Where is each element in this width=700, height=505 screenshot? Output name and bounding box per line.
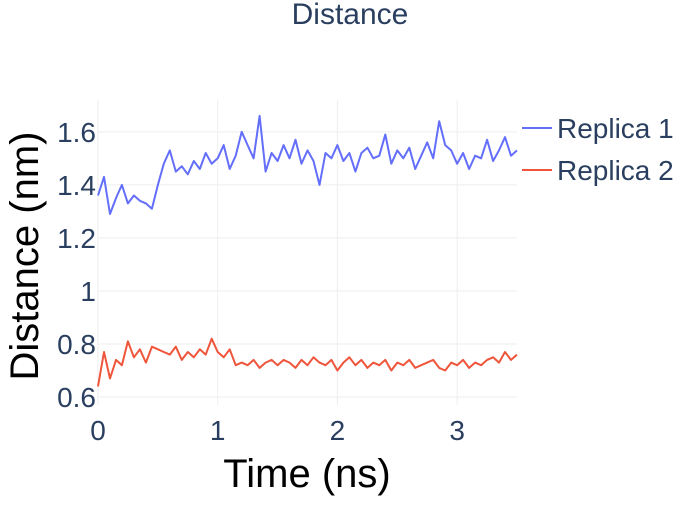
y-tick-label: 1.4 [57, 170, 96, 201]
chart-title: Distance [292, 0, 409, 31]
series-line-replica-1 [97, 114, 518, 215]
x-axis-ticks: 0 1 2 3 [90, 415, 465, 446]
y-tick-label: 1.2 [57, 223, 96, 254]
x-tick-label: 2 [330, 415, 346, 446]
y-tick-label: 1.6 [57, 117, 96, 148]
x-tick-label: 0 [90, 415, 106, 446]
legend-label[interactable]: Replica 1 [557, 113, 674, 144]
x-tick-label: 3 [449, 415, 465, 446]
y-tick-label: 0.8 [57, 329, 96, 360]
grid [97, 100, 517, 405]
series-line-replica-2 [97, 337, 518, 387]
y-tick-label: 0.6 [57, 382, 96, 413]
x-axis-label: Time (ns) [223, 452, 390, 496]
legend: Replica 1 Replica 2 [522, 113, 674, 186]
y-tick-label: 1 [80, 276, 96, 307]
x-tick-label: 1 [210, 415, 226, 446]
legend-label[interactable]: Replica 2 [557, 155, 674, 186]
y-axis-label: Distance (nm) [3, 132, 47, 381]
y-axis-ticks: 0.6 0.8 1 1.2 1.4 1.6 [57, 117, 96, 413]
series-layer [97, 114, 518, 387]
